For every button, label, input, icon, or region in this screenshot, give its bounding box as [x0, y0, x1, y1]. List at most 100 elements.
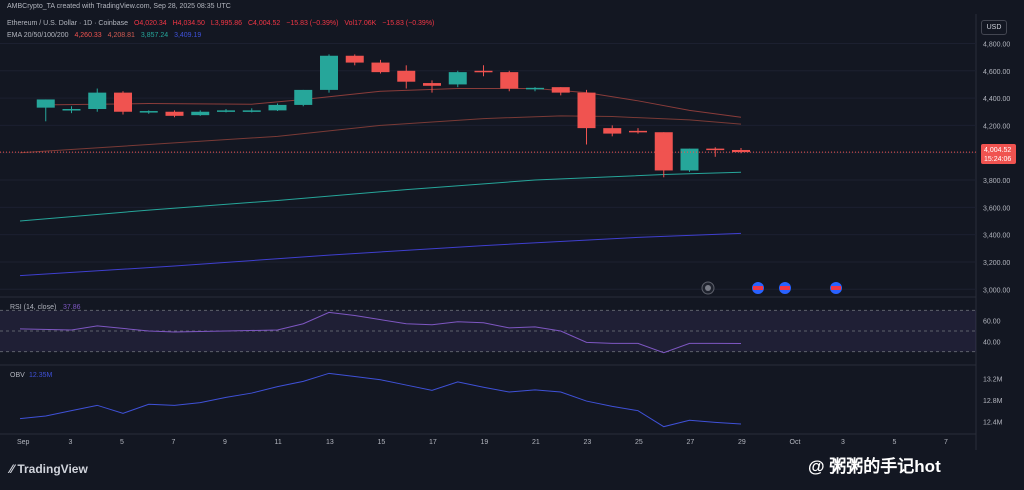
- candle[interactable]: [36, 99, 55, 122]
- ema100-value: 3,857.24: [140, 32, 169, 39]
- candle[interactable]: [268, 103, 287, 112]
- obv-legend[interactable]: OBV 12.35M: [10, 372, 53, 379]
- rsi-line: [19, 311, 742, 354]
- low-value: L3,995.86: [210, 20, 243, 27]
- volume-change-value: −15.83 (−0.39%): [382, 20, 435, 27]
- price-tick-label: 3,800.00: [983, 178, 1010, 185]
- tradingview-logo-icon: ⁄⁄: [10, 462, 18, 476]
- price-tick-label: 3,600.00: [983, 205, 1010, 212]
- candle[interactable]: [526, 87, 544, 92]
- flag-stripe: [831, 286, 841, 290]
- tradingview-logo[interactable]: ⁄⁄ TradingView: [10, 462, 88, 476]
- candle[interactable]: [114, 91, 132, 115]
- candle-body: [217, 110, 235, 112]
- candle[interactable]: [320, 54, 338, 93]
- event-marker-1[interactable]: [701, 281, 715, 295]
- date-tick-label: 3: [841, 439, 845, 446]
- candle[interactable]: [629, 128, 647, 134]
- candle-body: [654, 132, 673, 171]
- candle[interactable]: [500, 70, 519, 92]
- ema50-line: [19, 115, 742, 154]
- candle[interactable]: [62, 106, 81, 114]
- ema-label: EMA 20/50/100/200: [7, 32, 69, 39]
- candle[interactable]: [474, 65, 493, 77]
- rsi-legend[interactable]: RSI (14, close) 37.86: [10, 304, 81, 311]
- candle[interactable]: [603, 125, 622, 137]
- candle[interactable]: [345, 54, 364, 66]
- candle[interactable]: [217, 109, 235, 113]
- candle[interactable]: [423, 80, 441, 93]
- candle[interactable]: [706, 147, 725, 157]
- price-tick-label: 3,000.00: [983, 287, 1010, 294]
- candle-body: [165, 111, 184, 116]
- candle[interactable]: [448, 70, 467, 88]
- high-value: H4,034.50: [172, 20, 205, 27]
- candle-body: [268, 104, 287, 111]
- candle[interactable]: [397, 65, 416, 89]
- date-tick-label: Oct: [790, 439, 801, 446]
- creator-line: AMBCrypto_TA created with TradingView.co…: [7, 3, 231, 10]
- candle[interactable]: [371, 59, 390, 74]
- candle[interactable]: [680, 148, 699, 172]
- rsi-value: 37.86: [63, 304, 81, 311]
- candle[interactable]: [139, 110, 158, 114]
- obv-tick-label: 12.4M: [983, 419, 1003, 426]
- candle-body: [62, 109, 81, 111]
- candle[interactable]: [165, 110, 184, 118]
- flag-marker-3[interactable]: [830, 282, 842, 294]
- price-tick-label: 3,200.00: [983, 260, 1010, 267]
- price-tag: 4,004.52 15:24:06: [981, 144, 1016, 164]
- date-tick-label: 29: [738, 439, 746, 446]
- candle[interactable]: [242, 108, 261, 113]
- candle-body: [191, 111, 210, 116]
- candle-body: [474, 70, 493, 73]
- date-tick-label: 23: [584, 439, 592, 446]
- candle-body: [320, 55, 338, 90]
- flag-marker-1[interactable]: [752, 282, 764, 294]
- candle-body: [114, 92, 132, 112]
- candle[interactable]: [191, 110, 210, 116]
- date-tick-label: 19: [481, 439, 489, 446]
- obv-value: 12.35M: [29, 372, 53, 379]
- date-tick-label: 25: [635, 439, 643, 446]
- price-tick-label: 4,400.00: [983, 96, 1010, 103]
- candle-body: [294, 89, 313, 105]
- flag-marker-2[interactable]: [779, 282, 791, 294]
- candle-body: [242, 110, 261, 112]
- date-tick-label: 7: [172, 439, 176, 446]
- date-tick-label: 11: [275, 439, 282, 446]
- candle-body: [345, 55, 364, 63]
- currency-button[interactable]: USD: [981, 20, 1007, 35]
- candle-body: [680, 148, 699, 171]
- date-tick-label: 9: [223, 439, 227, 446]
- candle-body: [551, 87, 570, 93]
- candle[interactable]: [551, 87, 570, 96]
- obv-label: OBV: [10, 372, 25, 379]
- ema-legend[interactable]: EMA 20/50/100/200 4,260.33 4,208.81 3,85…: [7, 32, 205, 39]
- tradingview-brand: TradingView: [17, 462, 88, 476]
- symbol-name[interactable]: Ethereum / U.S. Dollar · 1D · Coinbase: [7, 20, 128, 27]
- obv-line: [19, 372, 742, 428]
- candle-body: [397, 70, 416, 82]
- date-tick-label: 13: [326, 439, 334, 446]
- candle-body: [732, 149, 750, 153]
- obv-tick-label: 12.8M: [983, 398, 1003, 405]
- candle-body: [500, 72, 519, 89]
- date-tick-label: 5: [893, 439, 897, 446]
- candle[interactable]: [88, 88, 107, 112]
- candle-body: [423, 83, 441, 86]
- candle[interactable]: [654, 132, 673, 178]
- candle[interactable]: [577, 89, 596, 145]
- ema20-line: [45, 88, 742, 118]
- price-tag-value: 4,004.52: [984, 147, 1011, 154]
- date-tick-label: 27: [687, 439, 695, 446]
- candle-body: [706, 148, 725, 151]
- ema50-value: 4,208.81: [107, 32, 135, 39]
- rsi-tick-label: 60.00: [983, 319, 1001, 326]
- date-tick-label: 3: [69, 439, 73, 446]
- price-tick-label: 3,400.00: [983, 233, 1010, 240]
- candle[interactable]: [294, 89, 313, 107]
- candle-body: [139, 111, 158, 113]
- watermark-text: @ 粥粥的手记hot: [808, 457, 941, 476]
